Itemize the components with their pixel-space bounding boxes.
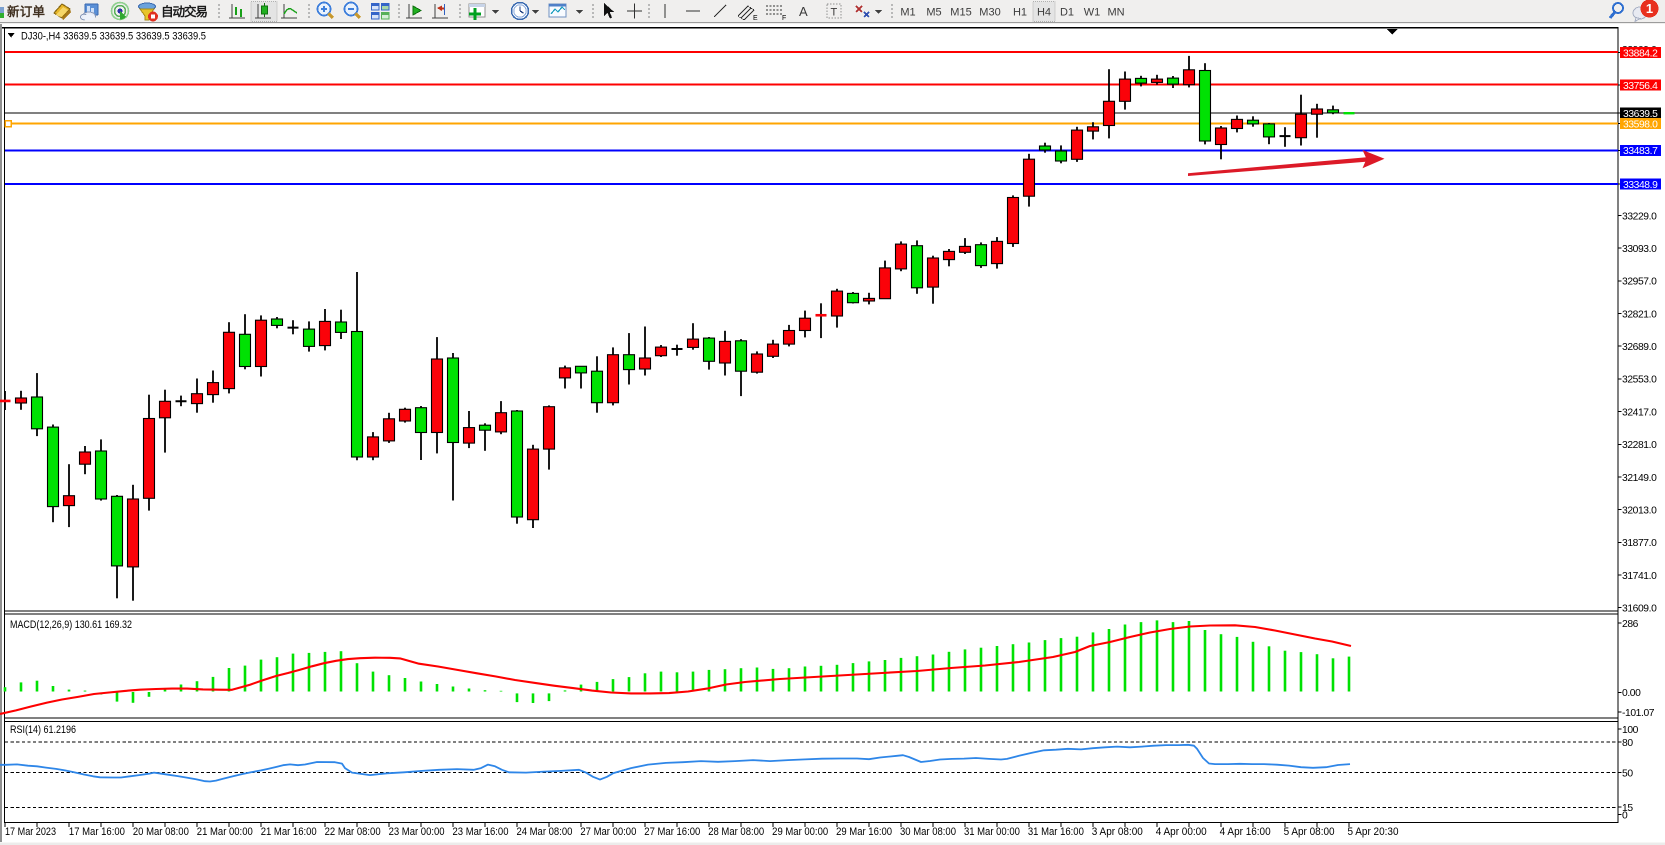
svg-text:21 Mar 00:00: 21 Mar 00:00 xyxy=(197,826,253,838)
svg-text:RSI(14) 61.2196: RSI(14) 61.2196 xyxy=(10,724,76,736)
svg-text:4 Apr 16:00: 4 Apr 16:00 xyxy=(1220,826,1271,838)
svg-text:32821.0: 32821.0 xyxy=(1622,309,1657,320)
svg-text:100: 100 xyxy=(1622,725,1639,736)
svg-text:M30: M30 xyxy=(979,7,1000,19)
svg-text:33756.4: 33756.4 xyxy=(1623,81,1658,92)
svg-text:32417.0: 32417.0 xyxy=(1622,407,1657,418)
svg-text:23 Mar 16:00: 23 Mar 16:00 xyxy=(453,826,509,838)
svg-text:32957.0: 32957.0 xyxy=(1622,277,1657,288)
svg-text:32013.0: 32013.0 xyxy=(1622,505,1657,516)
svg-text:33598.0: 33598.0 xyxy=(1623,119,1658,130)
svg-text:33483.7: 33483.7 xyxy=(1623,146,1658,157)
svg-text:27 Mar 00:00: 27 Mar 00:00 xyxy=(580,826,636,838)
svg-text:DJ30-,H4 33639.5 33639.5 3363: DJ30-,H4 33639.5 33639.5 33639.5 33639.5 xyxy=(21,30,206,42)
svg-text:F: F xyxy=(782,15,786,22)
svg-text:15: 15 xyxy=(1622,803,1633,814)
svg-text:MN: MN xyxy=(1107,7,1124,19)
svg-text:24 Mar 08:00: 24 Mar 08:00 xyxy=(516,826,572,838)
svg-text:32149.0: 32149.0 xyxy=(1622,473,1657,484)
svg-text:E: E xyxy=(753,15,758,22)
svg-text:33093.0: 33093.0 xyxy=(1622,244,1657,255)
svg-text:4 Apr 00:00: 4 Apr 00:00 xyxy=(1156,826,1207,838)
svg-text:17 Mar 16:00: 17 Mar 16:00 xyxy=(69,826,125,838)
svg-text:31609.0: 31609.0 xyxy=(1622,604,1657,615)
svg-text:33639.5: 33639.5 xyxy=(1623,109,1658,120)
svg-text:M15: M15 xyxy=(950,7,971,19)
svg-text:80: 80 xyxy=(1622,738,1633,749)
svg-text:M1: M1 xyxy=(900,7,915,19)
svg-text:T: T xyxy=(831,7,838,19)
svg-text:33348.9: 33348.9 xyxy=(1623,180,1658,191)
svg-text:31 Mar 00:00: 31 Mar 00:00 xyxy=(964,826,1020,838)
svg-text:H4: H4 xyxy=(1037,7,1051,19)
svg-text:30 Mar 08:00: 30 Mar 08:00 xyxy=(900,826,956,838)
svg-text:5 Apr 20:30: 5 Apr 20:30 xyxy=(1348,826,1399,838)
svg-text:31741.0: 31741.0 xyxy=(1622,571,1657,582)
svg-text:31 Mar 16:00: 31 Mar 16:00 xyxy=(1028,826,1084,838)
svg-text:33884.2: 33884.2 xyxy=(1623,48,1658,59)
svg-text:5 Apr 08:00: 5 Apr 08:00 xyxy=(1284,826,1335,838)
svg-text:22 Mar 08:00: 22 Mar 08:00 xyxy=(325,826,381,838)
svg-text:29 Mar 16:00: 29 Mar 16:00 xyxy=(836,826,892,838)
svg-text:新订单: 新订单 xyxy=(7,4,45,19)
svg-text:A: A xyxy=(799,4,808,19)
svg-text:32553.0: 32553.0 xyxy=(1622,375,1657,386)
svg-text:自动交易: 自动交易 xyxy=(161,4,208,19)
svg-text:0.00: 0.00 xyxy=(1622,688,1641,699)
svg-text:21 Mar 16:00: 21 Mar 16:00 xyxy=(261,826,317,838)
svg-text:1: 1 xyxy=(1646,1,1653,16)
svg-text:H1: H1 xyxy=(1013,7,1027,19)
svg-text:31877.0: 31877.0 xyxy=(1622,538,1657,549)
svg-text:27 Mar 16:00: 27 Mar 16:00 xyxy=(644,826,700,838)
svg-text:W1: W1 xyxy=(1084,7,1101,19)
svg-text:23 Mar 00:00: 23 Mar 00:00 xyxy=(389,826,445,838)
svg-text:-101.07: -101.07 xyxy=(1622,708,1655,719)
svg-text:33229.0: 33229.0 xyxy=(1622,211,1657,222)
svg-text:286: 286 xyxy=(1622,619,1639,630)
svg-text:MACD(12,26,9) 130.61 169.32: MACD(12,26,9) 130.61 169.32 xyxy=(10,619,132,631)
svg-text:D1: D1 xyxy=(1060,7,1074,19)
svg-text:32689.0: 32689.0 xyxy=(1622,342,1657,353)
svg-text:29 Mar 00:00: 29 Mar 00:00 xyxy=(772,826,828,838)
svg-text:M5: M5 xyxy=(926,7,941,19)
svg-text:32281.0: 32281.0 xyxy=(1622,440,1657,451)
svg-text:28 Mar 08:00: 28 Mar 08:00 xyxy=(708,826,764,838)
svg-text:20 Mar 08:00: 20 Mar 08:00 xyxy=(133,826,189,838)
svg-text:17 Mar 2023: 17 Mar 2023 xyxy=(5,826,56,838)
svg-text:0: 0 xyxy=(1622,810,1628,821)
svg-text:3 Apr 08:00: 3 Apr 08:00 xyxy=(1092,826,1143,838)
svg-text:50: 50 xyxy=(1622,768,1633,779)
